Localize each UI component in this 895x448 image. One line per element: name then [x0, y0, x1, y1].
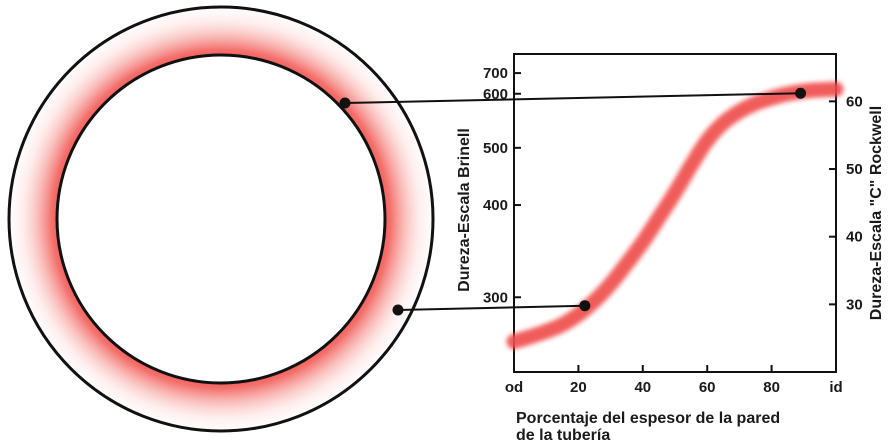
curve-low-point	[579, 300, 591, 312]
left-tick-label: 300	[483, 289, 508, 306]
right-tick-label: 40	[846, 229, 863, 246]
x-axis-title: Porcentaje del espesor de la pared de la…	[516, 410, 876, 444]
right-axis-ticks: 60 50 40 30	[829, 93, 863, 313]
left-axis-ticks: 700 600 500 400 300	[483, 65, 521, 306]
x-tick-label: id	[829, 379, 842, 396]
x-axis-title-line2: de la tubería	[516, 427, 611, 444]
right-tick-label: 60	[846, 93, 863, 110]
leader-line-inner	[344, 92, 801, 104]
x-tick-label: 80	[763, 379, 780, 396]
left-tick-label: 500	[483, 140, 508, 157]
right-tick-label: 30	[846, 296, 863, 313]
x-tick-label: 20	[570, 379, 587, 396]
pipe-wall-cross-section	[7, 5, 435, 433]
left-tick-label: 600	[483, 86, 508, 103]
outer-wall-point	[392, 304, 404, 316]
leader-lines	[339, 87, 807, 316]
leader-line-outer	[397, 304, 585, 311]
x-axis-title-line1: Porcentaje del espesor de la pared	[516, 410, 781, 427]
hardness-curve	[506, 81, 844, 350]
curve-high-point	[795, 87, 807, 99]
x-tick-label: od	[505, 379, 523, 396]
x-tick-label: 40	[634, 379, 651, 396]
x-tick-label: 60	[699, 379, 716, 396]
right-tick-label: 50	[846, 161, 863, 178]
left-axis-title: Dureza-Escala Brinell	[456, 128, 473, 292]
right-axis-title: Dureza-Escala "C" Rockwell	[868, 106, 885, 320]
pipe-outer-wall	[7, 5, 435, 433]
left-tick-label: 400	[483, 197, 508, 214]
hardness-chart: od 20 40 60 80 id 700 600 500 400 300 60 50 40 30 Du…	[456, 53, 885, 396]
inner-wall-point	[339, 97, 351, 109]
left-tick-label: 700	[483, 65, 508, 82]
x-axis-ticks: od 20 40 60 80 id	[505, 365, 843, 396]
pipe-wall-band	[9, 7, 433, 431]
pipe-inner-wall	[55, 53, 387, 385]
